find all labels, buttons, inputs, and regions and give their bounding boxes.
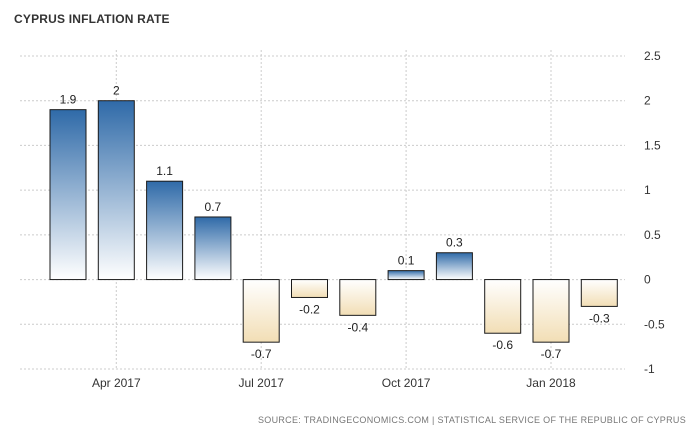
bars bbox=[49, 100, 618, 343]
x-tick-label: Oct 2017 bbox=[382, 376, 431, 390]
bar bbox=[435, 252, 473, 281]
data-label: 2 bbox=[113, 84, 120, 98]
y-tick-label: -0.5 bbox=[644, 317, 665, 331]
bar bbox=[532, 279, 570, 343]
data-label: 0.1 bbox=[398, 254, 415, 268]
data-label: 0.3 bbox=[446, 236, 463, 250]
data-label: -0.2 bbox=[299, 302, 320, 316]
y-tick-label: 2 bbox=[644, 94, 651, 108]
x-axis-ticks: Apr 2017 Jul 2017 Oct 2017 Jan 2018 bbox=[92, 376, 576, 390]
bar bbox=[580, 279, 618, 307]
y-axis-ticks: 2.5 2 1.5 1 0.5 0 -0.5 -1 bbox=[644, 49, 665, 376]
y-tick-label: 0 bbox=[644, 273, 651, 287]
bar bbox=[387, 270, 425, 281]
bar bbox=[146, 180, 184, 281]
bar bbox=[242, 279, 280, 343]
x-tick-label: Jan 2018 bbox=[526, 376, 576, 390]
source-note: SOURCE: TRADINGECONOMICS.COM | STATISTIC… bbox=[257, 415, 686, 425]
data-label: -0.7 bbox=[541, 347, 562, 361]
data-label: 1.9 bbox=[60, 93, 77, 107]
y-tick-label: 2.5 bbox=[644, 49, 661, 63]
y-tick-label: 0.5 bbox=[644, 228, 661, 242]
chart-title: CYPRUS INFLATION RATE bbox=[14, 12, 170, 26]
bar bbox=[291, 279, 328, 298]
y-tick-label: -1 bbox=[644, 362, 655, 376]
x-tick-label: Jul 2017 bbox=[239, 376, 285, 390]
data-label: 1.1 bbox=[156, 164, 173, 178]
bar bbox=[484, 279, 522, 334]
bar bbox=[97, 100, 135, 281]
data-label: -0.3 bbox=[589, 311, 610, 325]
bar bbox=[339, 279, 377, 316]
data-label: -0.6 bbox=[492, 338, 513, 352]
data-label: 0.7 bbox=[205, 200, 222, 214]
x-tick-label: Apr 2017 bbox=[92, 376, 141, 390]
data-label: -0.4 bbox=[347, 320, 368, 334]
y-tick-label: 1 bbox=[644, 183, 651, 197]
bar bbox=[194, 216, 232, 281]
bar bbox=[49, 109, 87, 281]
y-tick-label: 1.5 bbox=[644, 138, 661, 152]
data-labels: 1.9 2 1.1 0.7 -0.7 -0.2 -0.4 0.1 0.3 -0.6 -0.7 -0.3 bbox=[60, 84, 610, 361]
data-label: -0.7 bbox=[251, 347, 272, 361]
